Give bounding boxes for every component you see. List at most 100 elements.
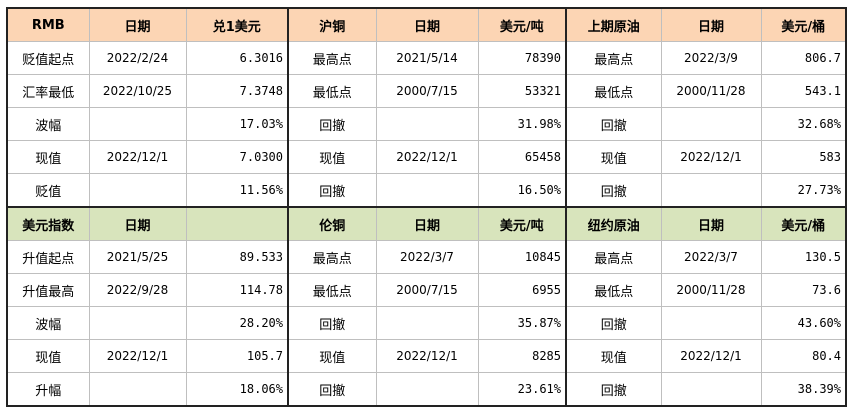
table-row: 波幅 28.20% 回撤 35.87% 回撤 43.60%	[6, 306, 847, 340]
table-cell: 日期	[375, 206, 479, 241]
table-cell: 最高点	[287, 41, 377, 75]
table-cell: 最低点	[565, 74, 662, 108]
table-row: RMB 日期 兑1美元 沪铜 日期 美元/吨 上期原油 日期 美元/桶	[6, 7, 847, 42]
table-cell: 130.5	[760, 240, 847, 274]
table-cell: 32.68%	[760, 107, 847, 141]
table-cell	[88, 306, 187, 340]
table-cell: 兑1美元	[185, 7, 289, 42]
table-cell: 升值最高	[6, 273, 90, 307]
table-cell: 23.61%	[477, 372, 567, 407]
table-cell: 回撤	[565, 306, 662, 340]
table-cell: 6955	[477, 273, 567, 307]
table-cell: 114.78	[185, 273, 289, 307]
table-cell: 2022/12/1	[375, 339, 479, 373]
table-cell: 上期原油	[565, 7, 662, 42]
table-cell: 78390	[477, 41, 567, 75]
table-cell: 8285	[477, 339, 567, 373]
table-cell: 最低点	[287, 74, 377, 108]
table-cell	[660, 107, 762, 141]
table-cell	[660, 173, 762, 208]
table-cell: 沪铜	[287, 7, 377, 42]
table-cell: 18.06%	[185, 372, 289, 407]
table-cell: 回撤	[287, 306, 377, 340]
table-cell: 53321	[477, 74, 567, 108]
table-cell	[375, 173, 479, 208]
table-cell	[88, 107, 187, 141]
table-cell: 2022/2/24	[88, 41, 187, 75]
table-cell: 7.0300	[185, 140, 289, 174]
table-cell: 现值	[6, 339, 90, 373]
table-cell	[660, 306, 762, 340]
table-cell: 日期	[660, 206, 762, 241]
table-cell: 2022/12/1	[660, 140, 762, 174]
table-cell	[660, 372, 762, 407]
table-row: 贬值 11.56% 回撤 16.50% 回撤 27.73%	[6, 173, 847, 208]
table-cell: 806.7	[760, 41, 847, 75]
table-cell: 2000/11/28	[660, 74, 762, 108]
table-row: 升值最高 2022/9/28 114.78 最低点 2000/7/15 6955 最低点 20…	[6, 273, 847, 307]
table-cell: 105.7	[185, 339, 289, 373]
table-cell: 2000/11/28	[660, 273, 762, 307]
table-cell: 现值	[565, 140, 662, 174]
table-cell	[375, 107, 479, 141]
table-cell	[88, 173, 187, 208]
table-cell: 汇率最低	[6, 74, 90, 108]
table-cell: 543.1	[760, 74, 847, 108]
table-row: 贬值起点 2022/2/24 6.3016 最高点 2021/5/14 78390 最高点 2…	[6, 41, 847, 75]
table-cell: 回撤	[287, 372, 377, 407]
table-cell: 最高点	[287, 240, 377, 274]
table-cell: 11.56%	[185, 173, 289, 208]
table-cell: 35.87%	[477, 306, 567, 340]
table-cell: 日期	[660, 7, 762, 42]
table-row: 升值起点 2021/5/25 89.533 最高点 2022/3/7 10845 最高点 20…	[6, 240, 847, 274]
table-cell: RMB	[6, 7, 90, 42]
table-cell: 伦铜	[287, 206, 377, 241]
table-cell	[375, 372, 479, 407]
table-cell: 73.6	[760, 273, 847, 307]
table-cell: 2021/5/25	[88, 240, 187, 274]
table-cell: 2022/12/1	[660, 339, 762, 373]
table-cell: 美元/桶	[760, 206, 847, 241]
table-cell: 美元/桶	[760, 7, 847, 42]
table-cell: 2022/3/9	[660, 41, 762, 75]
table-cell: 31.98%	[477, 107, 567, 141]
table-cell: 现值	[6, 140, 90, 174]
table-cell: 2022/12/1	[88, 140, 187, 174]
table-cell: 美元/吨	[477, 7, 567, 42]
table-cell: 2022/12/1	[88, 339, 187, 373]
table-cell: 43.60%	[760, 306, 847, 340]
table-cell: 现值	[287, 339, 377, 373]
data-table: RMB 日期 兑1美元 沪铜 日期 美元/吨 上期原油 日期 美元/桶 贬值起点 2022/2/24…	[6, 7, 847, 407]
table-row: 波幅 17.03% 回撤 31.98% 回撤 32.68%	[6, 107, 847, 141]
table-cell: 日期	[88, 7, 187, 42]
table-cell: 2000/7/15	[375, 74, 479, 108]
table-row: 现值 2022/12/1 105.7 现值 2022/12/1 8285 现值 2022/12…	[6, 339, 847, 373]
table-cell: 现值	[565, 339, 662, 373]
table-cell: 16.50%	[477, 173, 567, 208]
table-cell: 7.3748	[185, 74, 289, 108]
table-cell: 美元/吨	[477, 206, 567, 241]
table-cell: 38.39%	[760, 372, 847, 407]
table-cell: 80.4	[760, 339, 847, 373]
table-row: 美元指数 日期 伦铜 日期 美元/吨 纽约原油 日期 美元/桶	[6, 206, 847, 241]
table-cell: 65458	[477, 140, 567, 174]
table-cell: 回撤	[565, 173, 662, 208]
table-cell: 27.73%	[760, 173, 847, 208]
table-cell: 583	[760, 140, 847, 174]
table-row: 汇率最低 2022/10/25 7.3748 最低点 2000/7/15 53321 最低点…	[6, 74, 847, 108]
table-cell: 10845	[477, 240, 567, 274]
table-cell: 28.20%	[185, 306, 289, 340]
table-cell	[375, 306, 479, 340]
table-cell	[88, 372, 187, 407]
table-cell: 贬值起点	[6, 41, 90, 75]
table-cell: 贬值	[6, 173, 90, 208]
table-cell: 现值	[287, 140, 377, 174]
table-cell: 回撤	[565, 107, 662, 141]
table-cell: 2000/7/15	[375, 273, 479, 307]
table-cell: 2022/12/1	[375, 140, 479, 174]
table-row: 现值 2022/12/1 7.0300 现值 2022/12/1 65458 现值 2022/…	[6, 140, 847, 174]
table-cell: 2022/3/7	[660, 240, 762, 274]
table-cell: 2022/9/28	[88, 273, 187, 307]
table-cell: 升值起点	[6, 240, 90, 274]
table-cell: 最高点	[565, 41, 662, 75]
